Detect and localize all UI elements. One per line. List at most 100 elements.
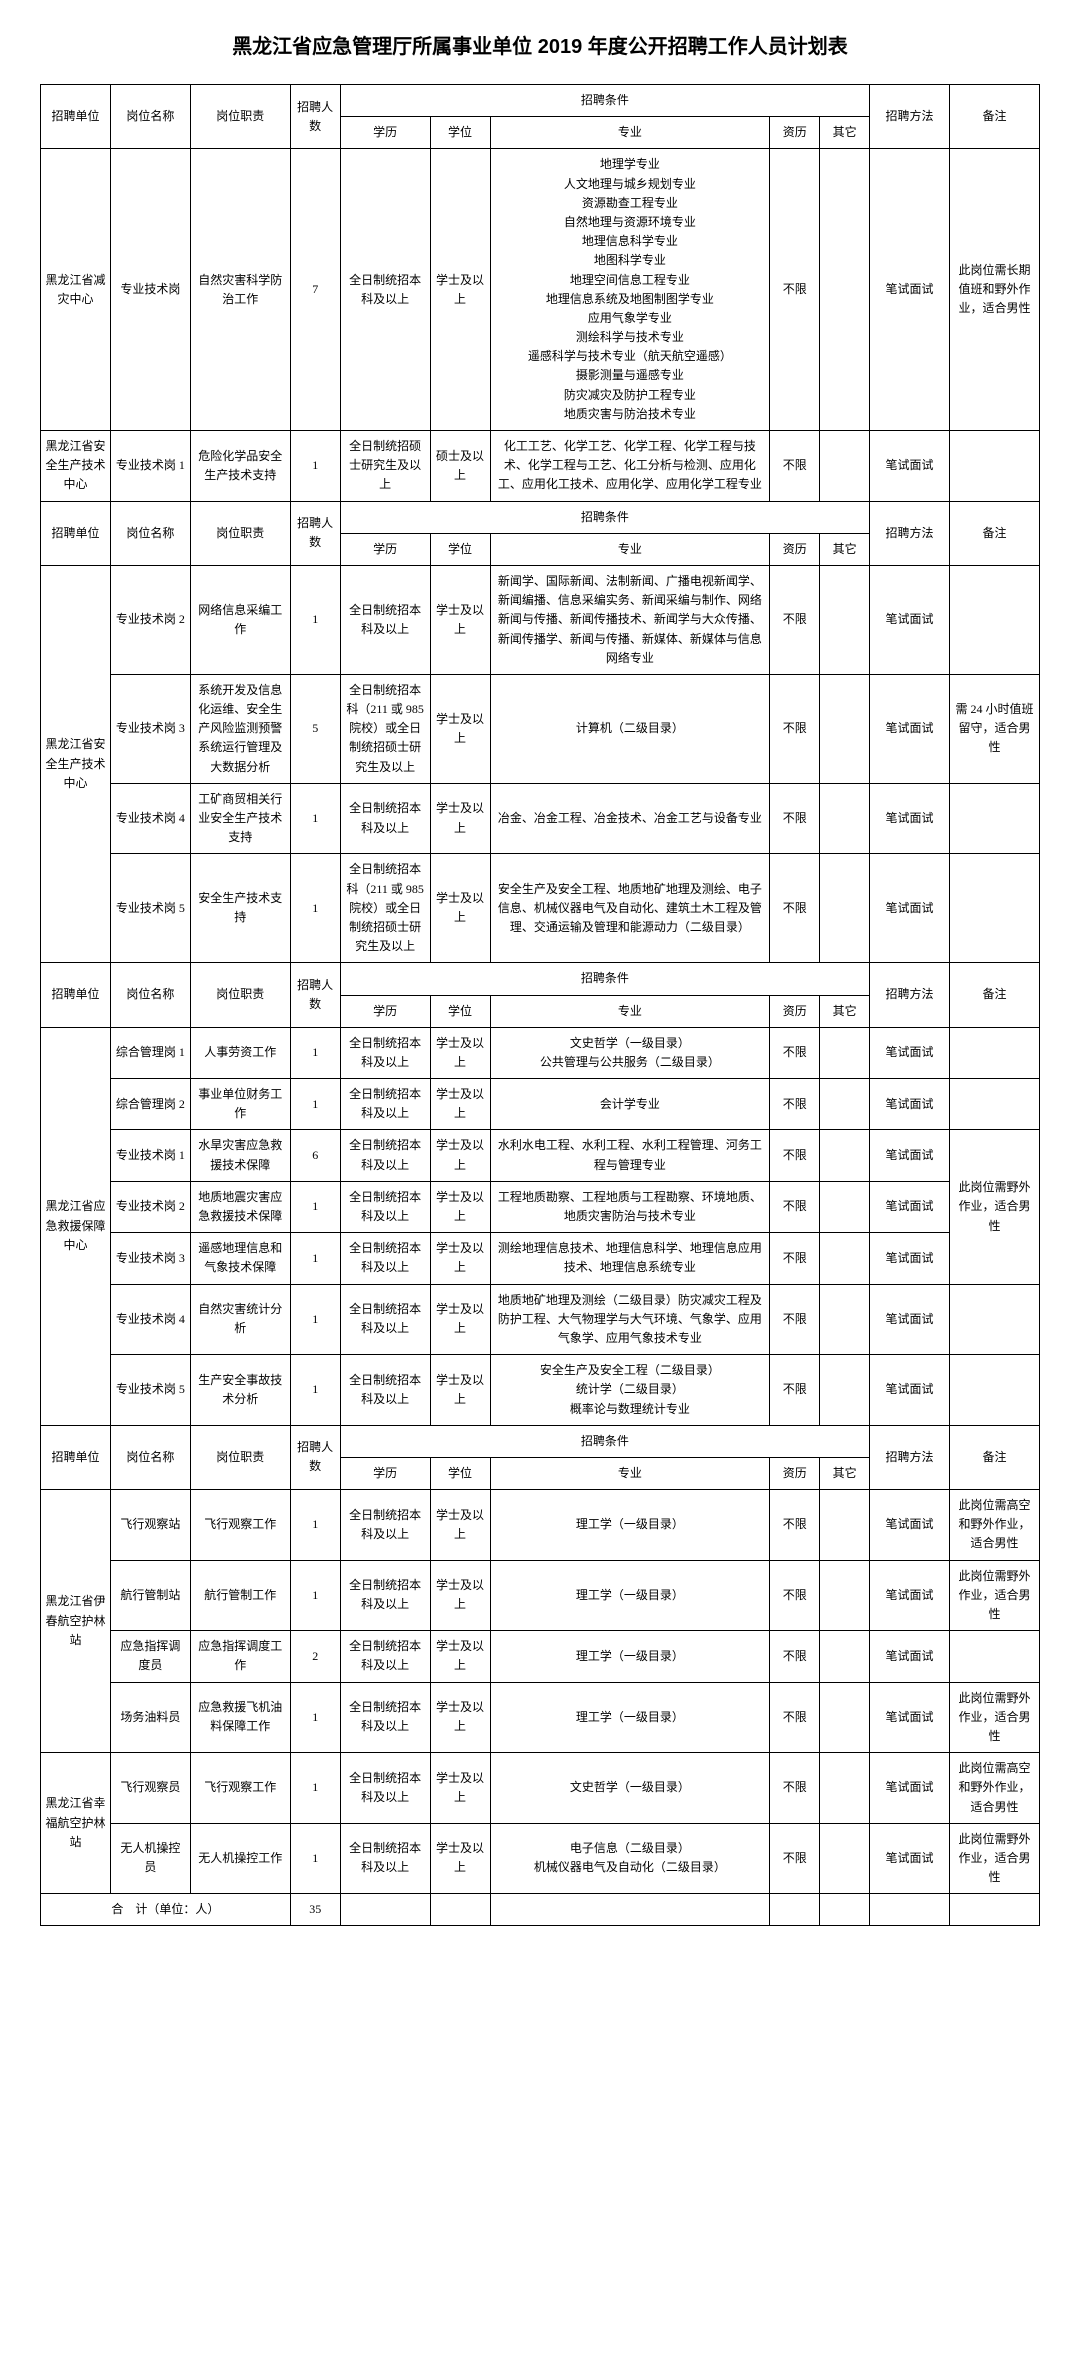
h-edu: 学历 bbox=[340, 995, 430, 1027]
h-edu: 学历 bbox=[340, 1457, 430, 1489]
cell-edu: 全日制统招本科（211 或 985 院校）或全日制统招硕士研究生及以上 bbox=[340, 674, 430, 783]
cell-edu: 全日制统招本科及以上 bbox=[340, 1560, 430, 1631]
cell-post: 飞行观察员 bbox=[110, 1753, 190, 1824]
cell-degree: 学士及以上 bbox=[430, 1490, 490, 1561]
cell-note bbox=[950, 1284, 1040, 1355]
h-num: 招聘人数 bbox=[290, 85, 340, 149]
cell-note bbox=[950, 1631, 1040, 1682]
h-unit: 招聘单位 bbox=[41, 1425, 111, 1489]
cell-num: 6 bbox=[290, 1130, 340, 1181]
cell-qual: 不限 bbox=[770, 1181, 820, 1232]
cell-note: 此岗位需野外作业，适合男性 bbox=[950, 1823, 1040, 1894]
h-qual: 资历 bbox=[770, 1457, 820, 1489]
cell-post: 无人机操控员 bbox=[110, 1823, 190, 1894]
h-cond: 招聘条件 bbox=[340, 85, 869, 117]
cell-post: 飞行观察站 bbox=[110, 1490, 190, 1561]
cell-major: 地质地矿地理及测绘（二级目录）防灾减灾工程及防护工程、大气物理学与大气环境、气象… bbox=[490, 1284, 770, 1355]
page-title: 黑龙江省应急管理厅所属事业单位 2019 年度公开招聘工作人员计划表 bbox=[40, 30, 1040, 59]
cell-other bbox=[820, 1823, 870, 1894]
h-note: 备注 bbox=[950, 85, 1040, 149]
cell-unit: 黑龙江省安全生产技术中心 bbox=[41, 565, 111, 962]
cell-qual: 不限 bbox=[770, 1284, 820, 1355]
cell-qual: 不限 bbox=[770, 1079, 820, 1130]
cell-qual: 不限 bbox=[770, 1355, 820, 1426]
table-row: 专业技术岗 1 水旱灾害应急救援技术保障 6 全日制统招本科及以上 学士及以上 … bbox=[41, 1130, 1040, 1181]
cell-qual: 不限 bbox=[770, 1233, 820, 1284]
cell-degree: 学士及以上 bbox=[430, 1355, 490, 1426]
h-edu: 学历 bbox=[340, 117, 430, 149]
table-row: 黑龙江省安全生产技术中心 专业技术岗 1 危险化学品安全生产技术支持 1 全日制… bbox=[41, 431, 1040, 502]
cell-note: 此岗位需长期值班和野外作业，适合男性 bbox=[950, 149, 1040, 431]
cell-method: 笔试面试 bbox=[870, 1181, 950, 1232]
cell-method: 笔试面试 bbox=[870, 565, 950, 674]
table-row: 综合管理岗 2 事业单位财务工作 1 全日制统招本科及以上 学士及以上 会计学专… bbox=[41, 1079, 1040, 1130]
cell-method: 笔试面试 bbox=[870, 854, 950, 963]
cell-edu: 全日制统招硕士研究生及以上 bbox=[340, 431, 430, 502]
cell-major: 理工学（一级目录） bbox=[490, 1490, 770, 1561]
header-row: 招聘单位 岗位名称 岗位职责 招聘人数 招聘条件 招聘方法 备注 bbox=[41, 501, 1040, 533]
cell-post: 综合管理岗 1 bbox=[110, 1027, 190, 1078]
cell-note bbox=[950, 1027, 1040, 1078]
cell-other bbox=[820, 565, 870, 674]
cell-method: 笔试面试 bbox=[870, 1284, 950, 1355]
cell-num: 2 bbox=[290, 1631, 340, 1682]
cell-method: 笔试面试 bbox=[870, 149, 950, 431]
blank-cell bbox=[430, 1894, 490, 1926]
cell-method: 笔试面试 bbox=[870, 1130, 950, 1181]
cell-post: 场务油料员 bbox=[110, 1682, 190, 1753]
blank-cell bbox=[950, 1894, 1040, 1926]
cell-num: 5 bbox=[290, 674, 340, 783]
cell-num: 1 bbox=[290, 1079, 340, 1130]
cell-num: 1 bbox=[290, 1181, 340, 1232]
cell-num: 1 bbox=[290, 783, 340, 854]
cell-other bbox=[820, 1560, 870, 1631]
table-row: 专业技术岗 4 自然灾害统计分析 1 全日制统招本科及以上 学士及以上 地质地矿… bbox=[41, 1284, 1040, 1355]
cell-note: 此岗位需野外作业，适合男性 bbox=[950, 1560, 1040, 1631]
cell-degree: 学士及以上 bbox=[430, 1079, 490, 1130]
cell-method: 笔试面试 bbox=[870, 783, 950, 854]
cell-post: 专业技术岗 4 bbox=[110, 1284, 190, 1355]
cell-other bbox=[820, 1284, 870, 1355]
cell-major: 安全生产及安全工程（二级目录） 统计学（二级目录） 概率论与数理统计专业 bbox=[490, 1355, 770, 1426]
cell-other bbox=[820, 431, 870, 502]
cell-unit: 黑龙江省伊春航空护林站 bbox=[41, 1490, 111, 1753]
h-unit: 招聘单位 bbox=[41, 85, 111, 149]
h-major: 专业 bbox=[490, 117, 770, 149]
cell-major: 理工学（一级目录） bbox=[490, 1682, 770, 1753]
cell-edu: 全日制统招本科及以上 bbox=[340, 1027, 430, 1078]
total-row: 合 计（单位：人） 35 bbox=[41, 1894, 1040, 1926]
table-row: 场务油料员 应急救援飞机油料保障工作 1 全日制统招本科及以上 学士及以上 理工… bbox=[41, 1682, 1040, 1753]
blank-cell bbox=[770, 1894, 820, 1926]
header-row: 招聘单位 岗位名称 岗位职责 招聘人数 招聘条件 招聘方法 备注 bbox=[41, 85, 1040, 117]
cell-note bbox=[950, 565, 1040, 674]
cell-edu: 全日制统招本科及以上 bbox=[340, 149, 430, 431]
cell-duty: 自然灾害统计分析 bbox=[190, 1284, 290, 1355]
cell-other bbox=[820, 1130, 870, 1181]
cell-edu: 全日制统招本科及以上 bbox=[340, 1490, 430, 1561]
h-method: 招聘方法 bbox=[870, 85, 950, 149]
cell-major: 计算机（二级目录） bbox=[490, 674, 770, 783]
h-duty: 岗位职责 bbox=[190, 501, 290, 565]
h-num: 招聘人数 bbox=[290, 963, 340, 1027]
cell-edu: 全日制统招本科及以上 bbox=[340, 1181, 430, 1232]
cell-degree: 学士及以上 bbox=[430, 565, 490, 674]
cell-edu: 全日制统招本科及以上 bbox=[340, 1355, 430, 1426]
cell-num: 1 bbox=[290, 1560, 340, 1631]
header-row: 招聘单位 岗位名称 岗位职责 招聘人数 招聘条件 招聘方法 备注 bbox=[41, 1425, 1040, 1457]
cell-other bbox=[820, 1233, 870, 1284]
table-row: 专业技术岗 3 系统开发及信息化运维、安全生产风险监测预警系统运行管理及大数据分… bbox=[41, 674, 1040, 783]
cell-num: 1 bbox=[290, 1823, 340, 1894]
cell-major: 理工学（一级目录） bbox=[490, 1560, 770, 1631]
h-unit: 招聘单位 bbox=[41, 963, 111, 1027]
table-row: 黑龙江省应急救援保障中心 综合管理岗 1 人事劳资工作 1 全日制统招本科及以上… bbox=[41, 1027, 1040, 1078]
cell-edu: 全日制统招本科及以上 bbox=[340, 1233, 430, 1284]
blank-cell bbox=[340, 1894, 430, 1926]
h-post: 岗位名称 bbox=[110, 501, 190, 565]
table-row: 应急指挥调度员 应急指挥调度工作 2 全日制统招本科及以上 学士及以上 理工学（… bbox=[41, 1631, 1040, 1682]
cell-post: 综合管理岗 2 bbox=[110, 1079, 190, 1130]
cell-method: 笔试面试 bbox=[870, 431, 950, 502]
cell-num: 1 bbox=[290, 565, 340, 674]
cell-post: 专业技术岗 3 bbox=[110, 1233, 190, 1284]
cell-duty: 系统开发及信息化运维、安全生产风险监测预警系统运行管理及大数据分析 bbox=[190, 674, 290, 783]
cell-duty: 自然灾害科学防治工作 bbox=[190, 149, 290, 431]
